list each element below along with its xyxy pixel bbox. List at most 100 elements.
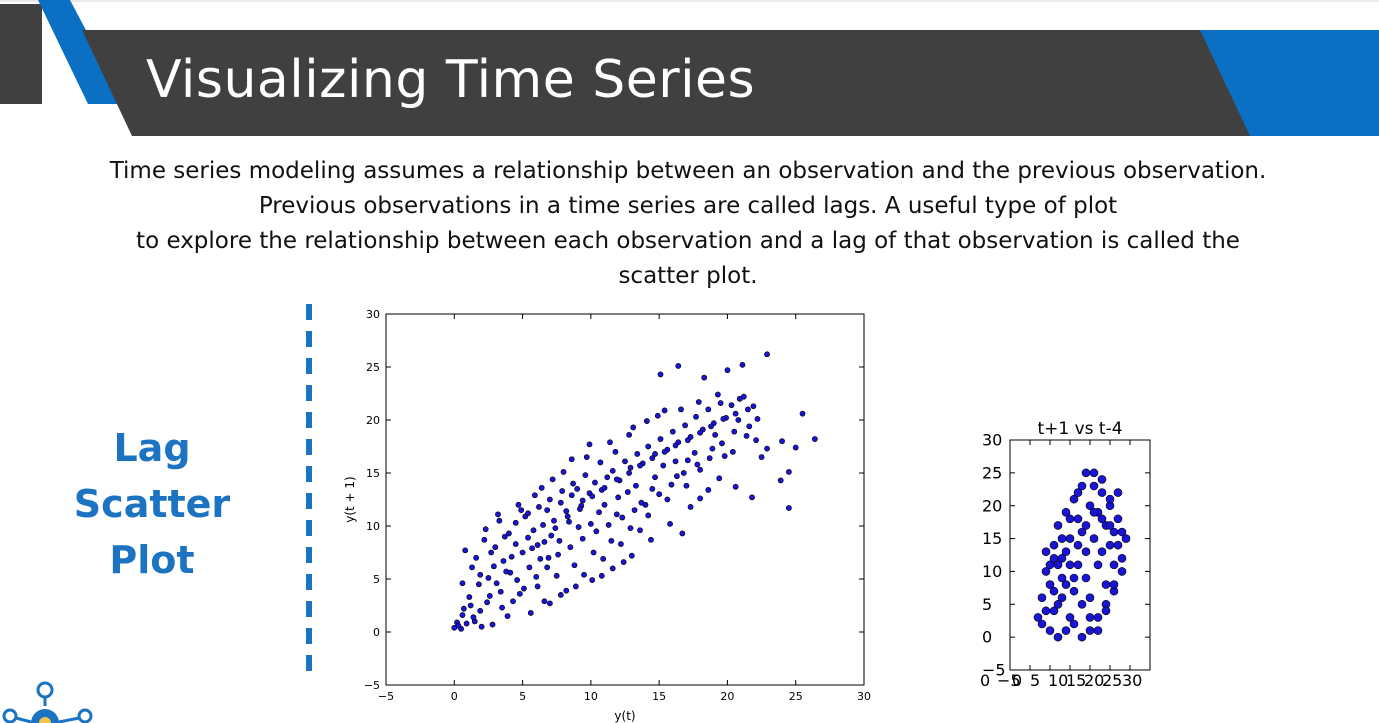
data-point	[544, 507, 551, 513]
data-point	[630, 424, 637, 431]
data-point	[739, 361, 746, 368]
data-point	[633, 482, 639, 489]
data-point	[536, 504, 542, 510]
data-point	[1101, 580, 1111, 589]
data-point	[1105, 540, 1115, 550]
intro-line: to explore the relationship between each…	[136, 228, 1240, 254]
data-point	[581, 571, 587, 578]
data-point	[515, 501, 522, 508]
data-point	[717, 400, 724, 406]
data-point	[499, 604, 505, 611]
x-tick-label: 0	[451, 690, 458, 703]
data-point	[529, 545, 536, 552]
data-point	[1033, 613, 1043, 622]
data-point	[1097, 547, 1107, 557]
x-tick-label: 25	[1102, 671, 1122, 690]
data-point	[544, 564, 551, 571]
data-point	[811, 436, 818, 442]
y-tick-label: 25	[982, 463, 1002, 482]
data-point	[604, 474, 611, 481]
data-point	[708, 423, 714, 430]
data-point	[1041, 567, 1051, 576]
data-point	[477, 607, 484, 614]
data-point	[579, 497, 586, 504]
data-point	[672, 442, 679, 449]
data-point	[731, 428, 738, 435]
lag-scatter-chart: −5 0 5 10 15 20 25 30 −5 0 5 10 15 20 25 30 y(t) y(t + 1)	[343, 308, 871, 723]
data-point	[758, 454, 765, 460]
data-point	[691, 449, 698, 456]
data-point	[484, 599, 490, 606]
data-point	[745, 406, 751, 413]
plot-frame	[385, 313, 865, 686]
y-axis-label: y(t + 1)	[343, 476, 357, 523]
data-point	[684, 457, 691, 464]
data-point	[654, 412, 661, 419]
data-point	[1085, 626, 1095, 635]
data-point	[586, 441, 593, 448]
data-point	[538, 484, 545, 491]
data-point	[1089, 534, 1099, 543]
data-point	[1121, 534, 1131, 543]
data-point	[661, 448, 668, 455]
x-tick-label: 30	[1122, 671, 1142, 690]
data-point	[1061, 507, 1071, 517]
data-point	[495, 511, 501, 518]
data-point	[564, 513, 571, 520]
data-point	[764, 351, 770, 358]
data-point	[1049, 586, 1059, 596]
data-point	[1049, 540, 1059, 550]
data-point	[620, 559, 627, 565]
data-point	[645, 512, 652, 519]
data-point	[534, 542, 541, 548]
data-point	[560, 469, 567, 475]
data-point	[555, 551, 561, 558]
x-tick-label: 5	[519, 690, 526, 703]
data-point	[728, 402, 735, 409]
data-point	[1081, 521, 1091, 530]
data-point	[571, 562, 578, 569]
data-point	[631, 507, 638, 513]
data-point	[746, 423, 753, 430]
side-label-line: Lag Scatter	[73, 426, 231, 526]
y-tick-label: 5	[982, 595, 992, 614]
data-point	[1061, 580, 1071, 589]
data-point	[508, 553, 515, 560]
data-point	[575, 524, 582, 530]
data-point	[609, 467, 616, 474]
data-point	[1077, 632, 1087, 642]
data-point	[627, 525, 634, 532]
data-point	[1085, 613, 1095, 622]
data-point	[1093, 626, 1103, 635]
data-point	[1057, 534, 1067, 543]
data-point	[657, 436, 664, 442]
x-tick-label: 25	[789, 690, 803, 703]
data-point	[563, 587, 570, 594]
data-point	[1089, 507, 1099, 517]
data-point	[477, 571, 484, 578]
data-point	[1073, 514, 1083, 524]
data-point	[750, 403, 757, 410]
chart-title: t+1 vs t-4	[1037, 419, 1122, 439]
data-point	[589, 493, 596, 500]
data-point	[721, 453, 728, 459]
data-point	[574, 485, 581, 492]
data-point	[736, 395, 743, 402]
data-point	[705, 406, 712, 413]
data-point	[1109, 560, 1119, 570]
data-point	[637, 527, 643, 534]
data-point	[1113, 488, 1123, 497]
data-point	[785, 505, 792, 511]
data-point	[1053, 599, 1063, 609]
data-point	[628, 552, 635, 559]
data-point	[518, 507, 525, 513]
scatter-points	[1033, 468, 1131, 642]
data-point	[1113, 514, 1123, 524]
lightbulb-network-icon	[2, 681, 93, 723]
data-point	[1113, 540, 1123, 550]
data-point	[553, 572, 560, 579]
data-point	[1053, 632, 1063, 642]
data-point	[473, 554, 480, 561]
data-point	[1057, 593, 1067, 603]
data-point	[1069, 586, 1079, 596]
